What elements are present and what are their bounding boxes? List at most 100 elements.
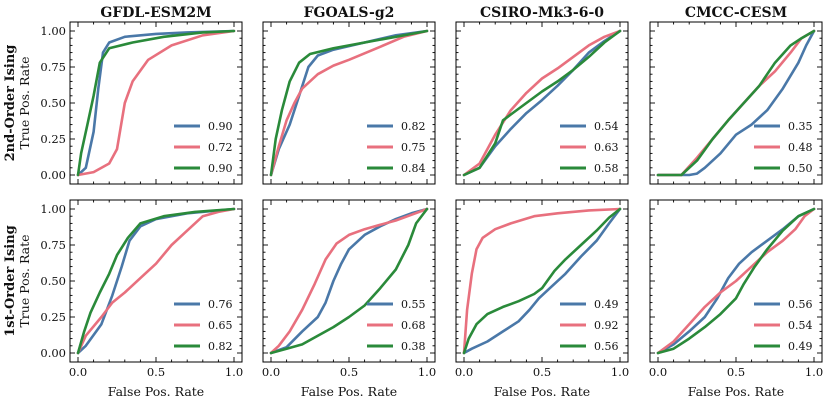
legend-entry-green: 0.56 xyxy=(560,340,619,353)
legend-entry-blue: 0.76 xyxy=(174,298,233,311)
legend-entry-blue: 0.90 xyxy=(174,120,233,133)
legend-label: 0.72 xyxy=(208,141,233,154)
y-tick-label: 0.75 xyxy=(40,60,66,74)
row-label-bold-0: 2nd-Order Ising xyxy=(3,45,18,162)
panel-0-0: 0.00 0.25 0.50 0.75 1.00 0.90 0.72 0.90 xyxy=(40,21,243,185)
y-tick-label: 0.25 xyxy=(40,310,66,324)
y-tick-label: 1.00 xyxy=(40,202,66,216)
panel-1-3: 0.0 0.5 1.0 0.56 0.54 0.49 xyxy=(649,199,823,379)
x-axis-label-3: False Pos. Rate xyxy=(688,384,784,399)
x-tick-label: 0.0 xyxy=(262,365,280,379)
legend-entry-blue: 0.56 xyxy=(754,298,813,311)
roc-curve-green xyxy=(269,207,429,355)
roc-curve-green xyxy=(656,207,816,355)
legend-label: 0.90 xyxy=(208,162,233,175)
legend-label: 0.50 xyxy=(788,162,813,175)
legend-label: 0.68 xyxy=(401,319,426,332)
legend-label: 0.82 xyxy=(401,120,426,133)
row-label-ylabel-1: True Pos. Rate xyxy=(17,234,32,327)
panel-frame xyxy=(69,21,243,185)
panel-0-2: 0.54 0.63 0.58 xyxy=(455,21,629,185)
y-tick-label: 1.00 xyxy=(40,24,66,38)
legend-entry-red: 0.92 xyxy=(560,319,619,332)
panel-0-1: 0.82 0.75 0.84 xyxy=(262,21,436,185)
x-tick-label: 0.5 xyxy=(727,365,745,379)
legend-entry-red: 0.72 xyxy=(174,141,233,154)
roc-curve-blue xyxy=(269,207,429,355)
legend-label: 0.92 xyxy=(594,319,619,332)
panel-0-3: 0.35 0.48 0.50 xyxy=(649,21,823,185)
legend-label: 0.75 xyxy=(401,141,426,154)
panel-frame xyxy=(262,21,436,185)
legend-entry-green: 0.82 xyxy=(174,340,233,353)
x-tick-label: 0.5 xyxy=(533,365,551,379)
roc-curve-green xyxy=(462,29,622,177)
row-label-ylabel-0: True Pos. Rate xyxy=(17,56,32,149)
roc-curve-green xyxy=(76,207,236,355)
legend-entry-blue: 0.82 xyxy=(367,120,426,133)
panel-1-1: 0.0 0.5 1.0 0.55 0.68 0.38 xyxy=(262,199,436,379)
y-tick-label: 0.00 xyxy=(40,346,66,360)
x-tick-label: 1.0 xyxy=(225,365,243,379)
y-tick-label: 0.25 xyxy=(40,132,66,146)
panel-ticks xyxy=(263,200,435,362)
legend-label: 0.49 xyxy=(594,298,619,311)
x-tick-label: 0.5 xyxy=(340,365,358,379)
column-title-0: GFDL-ESM2M xyxy=(100,5,211,21)
roc-curve-blue xyxy=(656,29,816,177)
roc-curve-red xyxy=(269,207,429,355)
legend-label: 0.49 xyxy=(788,340,813,353)
legend-entry-red: 0.68 xyxy=(367,319,426,332)
panel-ticks xyxy=(456,200,628,362)
panel-ticks xyxy=(70,200,242,362)
column-title-3: CMCC-CESM xyxy=(685,5,787,21)
y-tick-label: 0.50 xyxy=(40,96,66,110)
legend-entry-red: 0.63 xyxy=(560,141,619,154)
panel-1-2: 0.0 0.5 1.0 0.49 0.92 0.56 xyxy=(455,199,629,379)
legend-entry-green: 0.49 xyxy=(754,340,813,353)
legend-label: 0.56 xyxy=(594,340,619,353)
legend-entry-green: 0.38 xyxy=(367,340,426,353)
y-tick-label: 0.00 xyxy=(40,168,66,182)
x-tick-label: 1.0 xyxy=(805,365,823,379)
panel-frame xyxy=(455,199,629,363)
roc-curve-red xyxy=(269,29,429,177)
legend-label: 0.76 xyxy=(208,298,233,311)
roc-curve-red xyxy=(76,207,236,355)
legend-entry-blue: 0.55 xyxy=(367,298,426,311)
panel-1-0: 0.00 0.25 0.50 0.75 1.00 0.0 0.5 1.0 0.76 0.65 0.8… xyxy=(40,199,243,379)
legend-label: 0.82 xyxy=(208,340,233,353)
legend-entry-blue: 0.49 xyxy=(560,298,619,311)
roc-curve-red xyxy=(656,207,816,355)
x-tick-label: 0.0 xyxy=(649,365,667,379)
legend-entry-red: 0.75 xyxy=(367,141,426,154)
legend-label: 0.65 xyxy=(208,319,233,332)
legend-entry-green: 0.84 xyxy=(367,162,426,175)
y-tick-label: 0.75 xyxy=(40,238,66,252)
roc-curve-green xyxy=(269,29,429,177)
x-tick-label: 1.0 xyxy=(611,365,629,379)
roc-curve-blue xyxy=(76,29,236,177)
x-tick-label: 1.0 xyxy=(418,365,436,379)
x-axis-label-0: False Pos. Rate xyxy=(108,384,204,399)
legend-entry-green: 0.58 xyxy=(560,162,619,175)
legend-label: 0.48 xyxy=(788,141,813,154)
x-tick-label: 0.5 xyxy=(147,365,165,379)
legend-label: 0.55 xyxy=(401,298,426,311)
x-tick-label: 0.0 xyxy=(69,365,87,379)
legend-entry-blue: 0.35 xyxy=(754,120,813,133)
roc-curve-green xyxy=(76,29,236,177)
roc-curve-red xyxy=(462,29,622,177)
legend-label: 0.38 xyxy=(401,340,426,353)
legend-entry-red: 0.48 xyxy=(754,141,813,154)
y-tick-label: 0.50 xyxy=(40,274,66,288)
legend-label: 0.56 xyxy=(788,298,813,311)
panel-frame xyxy=(69,199,243,363)
column-title-1: FGOALS-g2 xyxy=(304,5,395,21)
legend-label: 0.54 xyxy=(788,319,813,332)
legend-label: 0.58 xyxy=(594,162,619,175)
x-tick-label: 0.0 xyxy=(455,365,473,379)
panel-frame xyxy=(262,199,436,363)
panel-frame xyxy=(455,21,629,185)
